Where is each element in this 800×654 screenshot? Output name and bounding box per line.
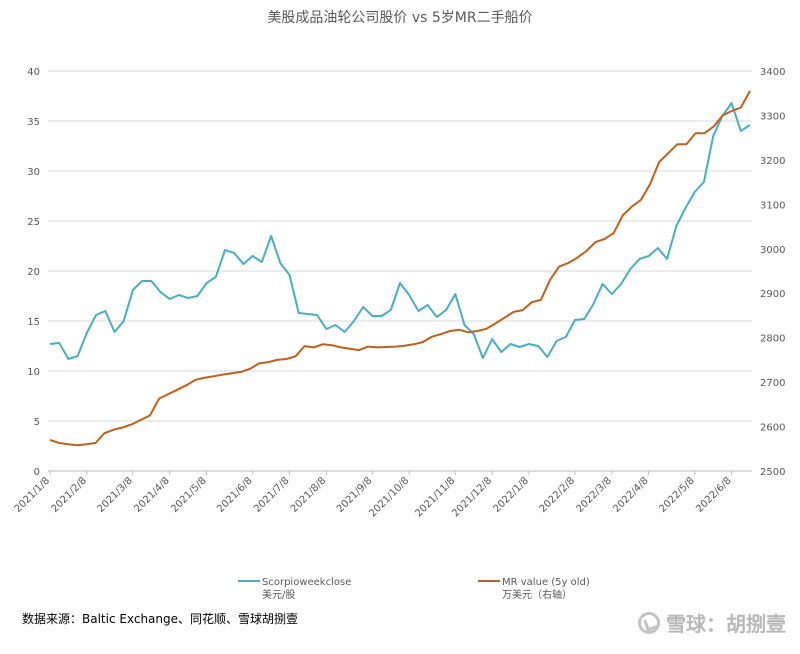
watermark-logo-icon [638, 611, 660, 634]
x-tick-label: 2021/10/8 [367, 475, 411, 519]
legend-unit-series-1: 美元/股 [262, 588, 295, 601]
y-left-tick-label: 30 [27, 167, 40, 178]
series-layer [49, 90, 751, 447]
x-tick-label: 2021/7/8 [252, 475, 292, 515]
y-right-tick-label: 3100 [760, 200, 785, 211]
x-tick-label: 2021/6/8 [215, 475, 255, 515]
watermark-text: 雪球：胡捌壹 [666, 612, 786, 636]
x-tick-label: 2021/3/8 [95, 475, 135, 515]
y-right-tick-label: 3300 [760, 111, 785, 122]
y-left-tick-label: 40 [27, 67, 40, 78]
grid-layer [48, 70, 752, 472]
y-right-tick-label: 3200 [760, 156, 785, 167]
series-line-2 [49, 90, 751, 447]
y-right-tick-label: 3000 [760, 245, 785, 256]
legend-label-series-1: Scorpioweekclose [262, 577, 351, 588]
data-source-note: 数据来源：Baltic Exchange、同花顺、雪球胡捌壹 [22, 612, 299, 626]
chart-title: 美股成品油轮公司股价 vs 5岁MR二手船价 [267, 10, 532, 26]
x-tick-label: 2021/12/8 [450, 475, 494, 519]
legend-label-series-2: MR value (5y old) [502, 577, 590, 588]
y-right-tick-label: 2700 [760, 378, 785, 389]
y-left-tick-label: 5 [34, 417, 40, 428]
x-tick-label: 2021/1/8 [13, 475, 53, 515]
y-left-tick-label: 20 [27, 267, 40, 278]
y-right-tick-label: 2600 [760, 423, 785, 434]
legend: Scorpioweekclose 美元/股 MR value (5y old) … [238, 577, 590, 601]
y-left-tick-label: 15 [27, 317, 40, 328]
x-tick-label: 2022/1/8 [492, 475, 532, 515]
axis-layer: 0 5 10 15 20 25 30 35 40 2500 2600 2700 2800 2900 3000… [13, 67, 786, 519]
y-right-tick-label: 2800 [760, 334, 785, 345]
x-tick-label: 2021/8/8 [289, 475, 329, 515]
x-tick-label: 2021/4/8 [132, 475, 172, 515]
y-left-tick-label: 0 [34, 467, 40, 478]
x-tick-label: 2021/5/8 [169, 475, 209, 515]
y-left-tick-label: 10 [27, 367, 40, 378]
x-tick-label: 2022/6/8 [694, 475, 734, 515]
y-right-tick-label: 3400 [760, 67, 785, 78]
legend-unit-series-2: 万美元（右轴） [502, 588, 572, 601]
x-tick-label: 2022/5/8 [657, 475, 697, 515]
y-right-tick-label: 2500 [760, 467, 785, 478]
x-tick-label: 2022/4/8 [611, 475, 651, 515]
y-left-tick-label: 25 [27, 217, 40, 228]
x-tick-label: 2021/2/8 [49, 475, 89, 515]
y-right-tick-label: 2900 [760, 289, 785, 300]
y-left-tick-label: 35 [27, 117, 40, 128]
x-tick-label: 2022/3/8 [574, 475, 614, 515]
series-line-1 [49, 102, 751, 360]
watermark: 雪球：胡捌壹 [638, 608, 786, 637]
x-tick-label: 2022/2/8 [538, 475, 578, 515]
